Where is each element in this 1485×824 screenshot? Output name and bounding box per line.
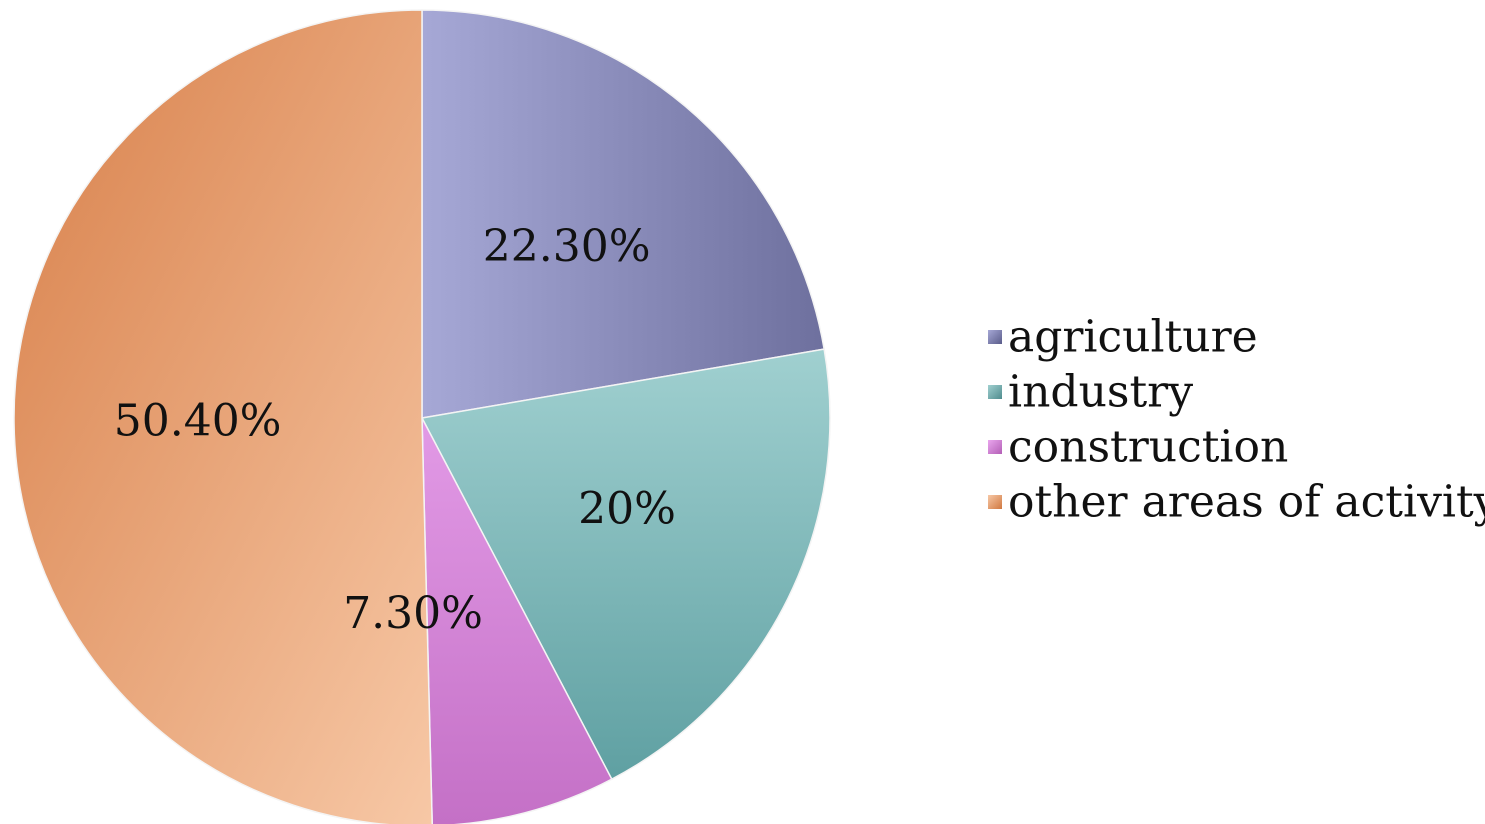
pie-slice-industry <box>420 348 831 781</box>
legend-label-construction: construction <box>1008 422 1288 473</box>
data-label-industry: 20% <box>578 484 676 535</box>
pie-slice-other-areas-of-activity <box>13 9 433 824</box>
pie-slices <box>13 9 831 824</box>
pie-slice-construction <box>421 417 613 824</box>
legend-label-other-areas-of-activity: other areas of activity <box>1008 477 1485 528</box>
legend-swatch-agriculture <box>988 330 1002 344</box>
data-label-construction: 7.30% <box>343 588 483 639</box>
legend-swatch-construction <box>988 440 1002 454</box>
legend-swatch-industry <box>988 385 1002 399</box>
legend-label-agriculture: agriculture <box>1008 312 1258 363</box>
slice-data-labels: 22.30% 20% 7.30% 50.40% <box>114 221 676 639</box>
legend-label-industry: industry <box>1008 367 1193 418</box>
pie-slice-agriculture <box>421 9 826 419</box>
data-label-other-areas-of-activity: 50.40% <box>114 395 282 446</box>
legend-swatch-other-areas-of-activity <box>988 495 1002 509</box>
data-label-agriculture: 22.30% <box>483 221 651 272</box>
